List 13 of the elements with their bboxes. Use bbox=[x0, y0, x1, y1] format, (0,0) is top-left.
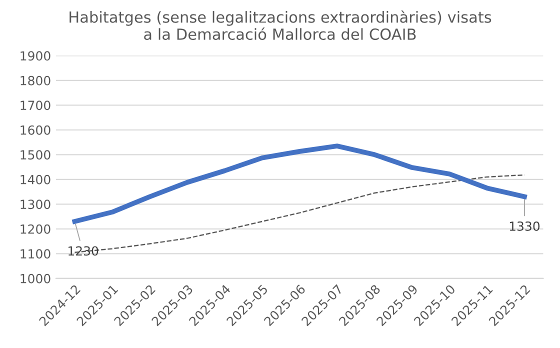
y-tick-label: 1100 bbox=[20, 249, 50, 259]
y-tick-label: 1500 bbox=[20, 150, 50, 160]
y-tick-label: 1400 bbox=[20, 174, 50, 184]
y-tick-label: 1000 bbox=[20, 274, 50, 284]
y-tick-label: 1600 bbox=[20, 125, 50, 135]
y-tick-label: 1200 bbox=[20, 224, 50, 234]
y-tick-label: 1800 bbox=[20, 76, 50, 86]
data-label: 1230 bbox=[68, 246, 98, 256]
y-tick-label: 1300 bbox=[20, 200, 50, 210]
y-tick-label: 1700 bbox=[20, 100, 50, 110]
y-tick-label: 1900 bbox=[20, 51, 50, 61]
data-label: 1330 bbox=[510, 221, 540, 231]
chart-title: Habitatges (sense legalitzacions extraordinàries) visats a la Demarcació Mallorca del COAIB bbox=[70, 10, 492, 40]
